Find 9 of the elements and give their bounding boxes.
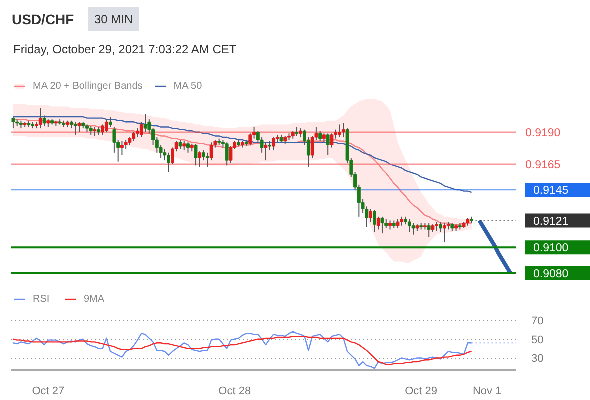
x-tick-label: Oct 29	[405, 386, 438, 398]
y-tick-label: 50	[532, 334, 544, 346]
legend-label: RSI	[33, 292, 51, 306]
x-tick-label: Oct 28	[218, 386, 252, 398]
x-tick-label: Oct 27	[32, 386, 65, 398]
y-tick-label: 30	[532, 353, 544, 366]
x-tick-label: Nov 1	[473, 386, 502, 398]
y-tick-label: 70	[532, 316, 544, 328]
legend-label: 9MA	[84, 292, 105, 306]
